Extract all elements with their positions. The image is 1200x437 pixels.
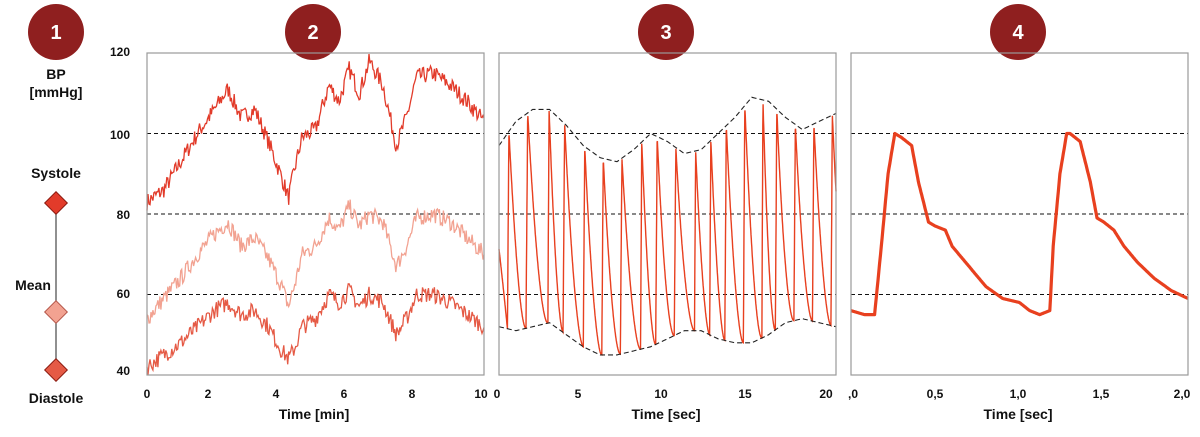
panel-trend: 120 100 80 60 40 0 2 4 6 8 10 Time [min] <box>110 45 488 422</box>
panel-trend-series <box>146 53 485 375</box>
x-tick-label: 6 <box>341 387 348 401</box>
badge-4: 4 <box>990 4 1046 60</box>
y-tick-label: 120 <box>110 45 130 59</box>
panel-beats: 0 5 10 15 20 Time [sec] <box>494 52 837 422</box>
panel-beats-xlabel: Time [sec] <box>632 406 701 422</box>
bp-label: BP <box>46 66 65 82</box>
legend-mean-label: Mean <box>15 277 51 293</box>
upper-envelope-line <box>498 96 837 163</box>
x-tick-label: 1,5 <box>1093 387 1110 401</box>
panel-beats-xticks: 0 5 10 15 20 <box>494 387 833 401</box>
y-tick-label: 100 <box>110 128 130 142</box>
panel-waveform: ,0 0,5 1,0 1,5 2,0 Time [sec] <box>848 52 1191 422</box>
panel-waveform-series <box>850 131 1189 317</box>
panel-trend-xlabel: Time [min] <box>279 406 350 422</box>
panel-waveform-xticks: ,0 0,5 1,0 1,5 2,0 <box>848 387 1191 401</box>
systole-marker-icon <box>43 190 69 216</box>
panel-waveform-xlabel: Time [sec] <box>984 406 1053 422</box>
waveform-line <box>850 131 1189 317</box>
badge-4-circle <box>990 4 1046 60</box>
mean-marker-icon <box>43 299 69 325</box>
x-tick-label: 2,0 <box>1174 387 1191 401</box>
x-tick-label: 0 <box>494 387 501 401</box>
badge-1-number: 1 <box>50 22 61 44</box>
x-tick-label: 10 <box>654 387 668 401</box>
x-tick-label: 0,5 <box>927 387 944 401</box>
diastole-marker-icon <box>43 357 69 383</box>
x-tick-label: 10 <box>474 387 488 401</box>
x-tick-label: 20 <box>819 387 833 401</box>
x-tick-label: 15 <box>738 387 752 401</box>
lower-envelope-line <box>498 318 837 356</box>
badge-3: 3 <box>638 4 694 60</box>
badge-1: 1 <box>28 4 84 60</box>
panel-trend-xticks: 0 2 4 6 8 10 <box>144 387 488 401</box>
badge-1-circle <box>28 4 84 60</box>
y-tick-label: 60 <box>117 287 131 301</box>
unit-label: [mmHg] <box>30 84 83 100</box>
panel-beats-frame <box>498 52 837 376</box>
panel-waveform-reflines <box>851 132 1188 296</box>
badge-2-circle <box>285 4 341 60</box>
badge-2: 2 <box>285 4 341 60</box>
panel-waveform-frame <box>850 52 1189 376</box>
legend-diastole-label: Diastole <box>29 390 84 406</box>
series-line-systole <box>146 53 485 211</box>
badge-2-number: 2 <box>307 22 318 44</box>
x-tick-label: 5 <box>575 387 582 401</box>
x-tick-label: 1,0 <box>1010 387 1027 401</box>
y-tick-label: 40 <box>117 364 131 378</box>
x-tick-label: 4 <box>273 387 280 401</box>
series-line-diastole <box>146 283 485 375</box>
x-tick-label: 8 <box>409 387 416 401</box>
panel-beats-series <box>498 96 837 356</box>
series-line-mean <box>146 199 485 324</box>
badge-4-number: 4 <box>1012 22 1024 44</box>
x-tick-label: ,0 <box>848 387 858 401</box>
legend: BP [mmHg] Systole Mean Diastole <box>15 66 83 406</box>
x-tick-label: 0 <box>144 387 151 401</box>
y-tick-label: 80 <box>117 208 131 222</box>
panel-trend-yticks: 120 100 80 60 40 <box>110 45 130 378</box>
beat-pressure-line <box>498 104 837 356</box>
legend-systole-label: Systole <box>31 165 81 181</box>
badge-3-number: 3 <box>660 22 671 44</box>
x-tick-label: 2 <box>205 387 212 401</box>
badge-3-circle <box>638 4 694 60</box>
panel-trend-frame <box>146 52 485 376</box>
